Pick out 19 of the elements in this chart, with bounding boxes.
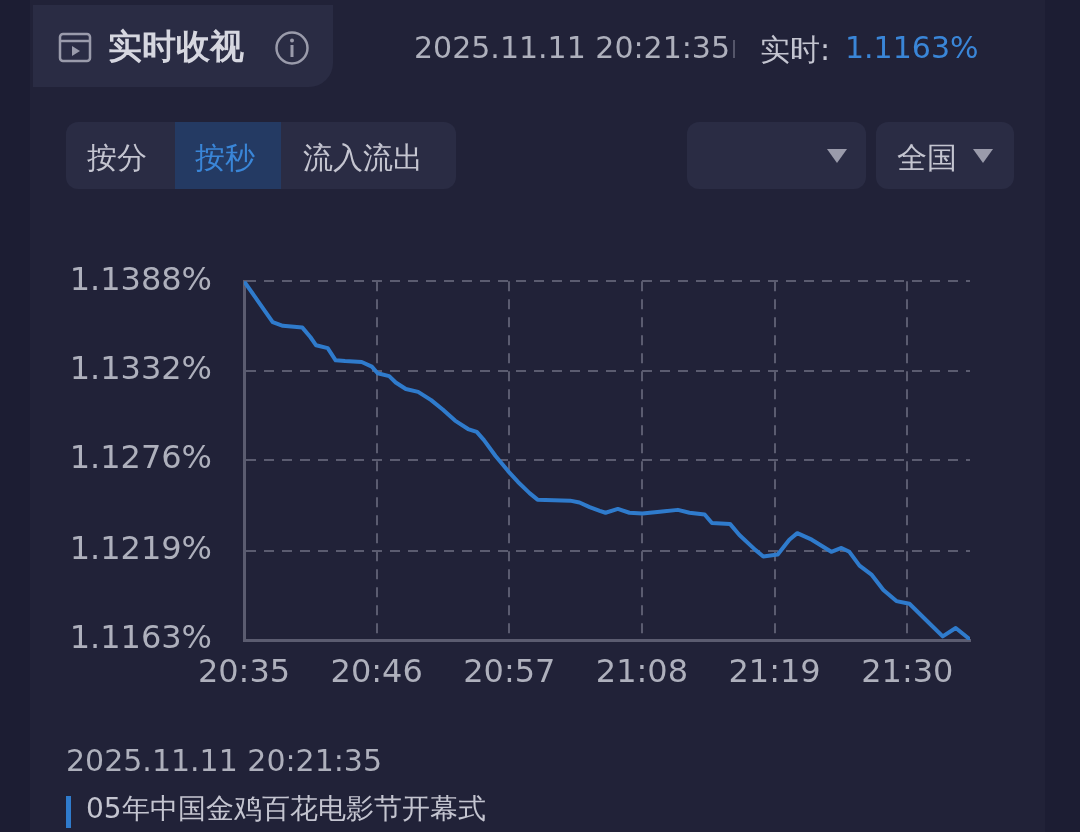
y-tick-label: 1.1332%	[69, 348, 212, 387]
x-tick-label: 21:08	[595, 651, 689, 690]
text: 按秒	[195, 139, 255, 177]
x-tick-label: 21:19	[728, 651, 821, 690]
y-tick-label: 1.1388%	[69, 259, 212, 298]
x-tick-label: 21:30	[861, 651, 954, 690]
text: 05年中国金鸡百花电影节开幕式	[86, 791, 486, 827]
y-tick-label: 1.1276%	[69, 438, 212, 477]
text: 按分	[87, 139, 147, 177]
text: 2025.11.11 20:21:35	[414, 30, 731, 65]
x-tick-label: 20:46	[330, 651, 423, 690]
text: 1.1163%	[845, 30, 979, 65]
y-tick-label: 1.1219%	[69, 529, 212, 568]
text: 2025.11.11 20:21:35	[66, 743, 383, 778]
text: 全国	[897, 139, 957, 177]
text: 实时:	[760, 31, 831, 69]
chart-title: 实时收视	[108, 25, 244, 68]
text: 流入流出	[303, 139, 423, 177]
x-tick-label: 20:57	[463, 651, 556, 690]
